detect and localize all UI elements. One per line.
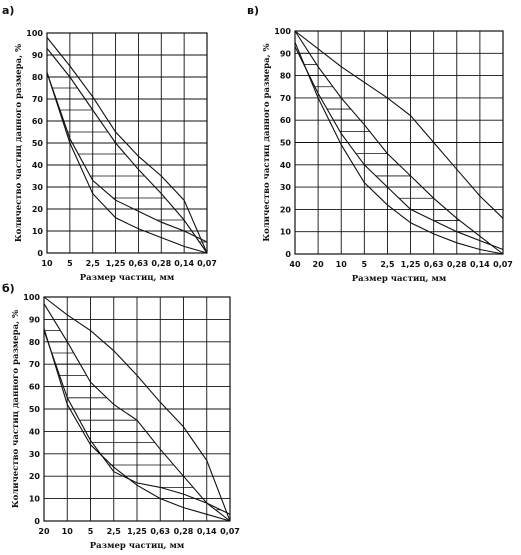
panel-label: в) [247,4,259,17]
y-axis-title: Количество частиц данного размера, % [262,43,272,241]
y-tick-label: 80 [32,73,44,82]
y-tick-label: 100 [26,29,43,38]
x-tick-label: 10 [41,259,53,268]
series-line-1 [294,46,504,251]
y-tick-label: 70 [280,94,292,103]
x-axis-title: Размер частиц, мм [90,541,185,551]
y-tick-label: 90 [29,315,41,324]
y-tick-label: 20 [280,205,292,214]
series-line-3 [43,303,231,522]
series-line-2 [46,72,208,254]
x-tick-label: 0,07 [220,527,240,536]
panel-label: а) [2,4,14,17]
y-tick-label: 10 [32,227,44,236]
x-tick-label: 5 [362,260,368,269]
series-line-3 [294,30,504,255]
plot-frame [294,30,504,255]
y-tick-label: 10 [280,228,292,237]
series-line-2 [43,328,231,522]
plot-frame [43,296,231,522]
x-tick-label: 1,25 [106,259,126,268]
x-tick-label: 20 [38,527,50,536]
chart-panel-b: б) 0 10 20 30 40 50 60 70 80 90 100 20 10 5 2,5 1,25 0,63… [0,278,245,555]
x-tick-label: 0,14 [470,260,490,269]
x-tick-label: 40 [289,260,301,269]
y-tick-label: 90 [280,49,292,58]
x-tick-label: 5 [88,527,94,536]
y-tick-label: 100 [23,293,40,302]
x-tick-label: 0,14 [197,527,217,536]
series-line-0 [46,37,208,254]
x-tick-label: 1,25 [401,260,421,269]
x-tick-label: 10 [336,260,348,269]
y-tick-label: 100 [274,27,291,36]
series-line-0 [294,30,504,219]
x-tick-label: 2,5 [86,259,101,268]
y-axis-title: Количество частиц данного размера, % [11,310,21,508]
y-tick-label: 20 [32,205,44,214]
x-tick-label: 10 [62,527,74,536]
series-line-0 [43,296,231,522]
chart-panel-v: в) 0 10 20 30 40 50 60 70 80 90 100 40 20 10 5 2,5 1,25 0,… [245,0,520,290]
series-line-3 [46,48,208,254]
x-tick-label: 0,28 [174,527,194,536]
series-line-1 [43,330,231,515]
y-tick-label: 10 [29,495,41,504]
y-tick-label: 80 [280,72,292,81]
y-tick-label: 40 [29,427,41,436]
x-tick-label: 5 [67,259,73,268]
x-tick-label: 2,5 [380,260,395,269]
y-tick-label: 0 [34,517,40,526]
x-tick-label: 20 [313,260,325,269]
y-tick-label: 30 [29,450,41,459]
x-tick-label: 0,07 [493,260,513,269]
chart-panel-a: а) 0 10 20 30 40 50 60 70 80 90 100 10 5 2,5 1,25 0,63 0,… [0,0,240,290]
y-tick-label: 40 [280,161,292,170]
y-tick-label: 30 [32,183,44,192]
x-tick-label: 0,63 [150,527,170,536]
series-line-1 [46,72,208,243]
x-tick-label: 0,07 [197,259,217,268]
x-tick-label: 1,25 [127,527,147,536]
series-line-2 [294,41,504,255]
y-tick-label: 60 [32,117,44,126]
y-tick-label: 60 [280,116,292,125]
y-tick-label: 80 [29,338,41,347]
y-tick-label: 30 [280,183,292,192]
y-tick-label: 90 [32,51,44,60]
chart-svg-b: б) 0 10 20 30 40 50 60 70 80 90 100 20 10 5 2,5 1,25 0,63… [2,282,240,551]
y-tick-label: 0 [37,249,43,258]
x-tick-label: 0,63 [129,259,149,268]
panel-label: б) [2,282,15,295]
y-tick-label: 0 [285,250,291,259]
x-tick-label: 0,14 [174,259,194,268]
y-tick-label: 50 [29,405,41,414]
y-tick-label: 70 [29,360,41,369]
y-tick-label: 60 [29,383,41,392]
y-tick-label: 70 [32,95,44,104]
x-tick-label: 2,5 [107,527,122,536]
x-tick-label: 0,28 [151,259,171,268]
x-tick-label: 0,63 [424,260,444,269]
y-tick-label: 20 [29,472,41,481]
x-axis-title: Размер частиц, мм [80,273,175,283]
x-tick-label: 0,28 [447,260,467,269]
y-axis-title: Количество частиц данного размера, % [14,44,24,242]
y-tick-label: 40 [32,161,44,170]
y-tick-label: 50 [280,139,292,148]
plot-frame [46,32,208,254]
x-axis-title: Размер частиц, мм [352,274,447,284]
y-tick-label: 50 [32,139,44,148]
